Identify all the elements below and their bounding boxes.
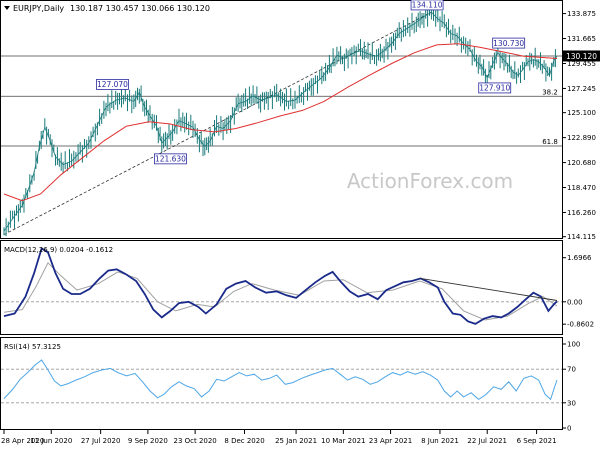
x-tick-label: 8 Jun 2021 (421, 437, 459, 445)
rsi-title: RSI(14) 57.3125 (4, 343, 61, 351)
price-layer: 38.2 61.8 134.110 130.730 127.910 127.070 121.… (1, 0, 600, 241)
rsi-tick-label: 0 (567, 425, 571, 433)
symbol-label: EURJPY,Daily (13, 4, 64, 13)
rsi-tick-label: 30 (567, 399, 576, 407)
x-tick-label: 22 Jul 2021 (467, 437, 507, 445)
fib-level-label: 38.2 (542, 88, 558, 96)
rsi-panel-frame (0, 337, 563, 430)
price-panel-frame (0, 0, 563, 239)
price-annotation-box (410, 0, 444, 11)
x-tick-label: 27 Jul 2020 (81, 437, 121, 445)
macd-trendline (420, 277, 558, 301)
price-annotation-label: 121.630 (155, 155, 186, 164)
x-tick-label: 23 Apr 2021 (369, 437, 412, 445)
ohlc-label: 130.187 130.457 130.066 130.120 (70, 4, 210, 13)
price-tick-label: 118.470 (567, 184, 596, 192)
x-tick-label: 28 Apr 2020 (1, 437, 44, 445)
price-annotation-box (478, 82, 512, 94)
macd-title: MACD(12,26,9) 0.0204 -0.1612 (4, 246, 113, 254)
current-price-label: 130.120 (566, 52, 597, 61)
price-tick-label: 122.890 (567, 134, 596, 142)
price-tick-label: 127.245 (567, 85, 596, 93)
price-annotation-label: 127.070 (97, 80, 128, 89)
macd-tick-label: 1.6966 (567, 254, 592, 262)
dashed-trendline (3, 11, 432, 235)
price-annotation-label: 127.910 (479, 84, 510, 93)
rsi-tick-label: 100 (567, 341, 580, 349)
price-tick-label: 131.665 (567, 35, 596, 43)
x-tick-label: 8 Dec 2020 (224, 437, 264, 445)
header: EURJPY,Daily 130.187 130.457 130.066 130… (4, 4, 210, 13)
price-tick-label: 129.455 (567, 60, 596, 68)
rsi-tick-label: 70 (567, 366, 576, 374)
macd-line (3, 247, 558, 325)
price-close-line (3, 11, 558, 232)
x-tick-label: 9 Sep 2020 (128, 437, 168, 445)
x-tick-label: 6 Sep 2021 (517, 437, 557, 445)
price-tick-label: 120.680 (567, 159, 596, 167)
moving-average-line (3, 43, 558, 202)
price-annotation-box (492, 37, 526, 49)
watermark: ActionForex.com (347, 169, 513, 193)
macd-layer: 1.6966 0.00 -0.8602 (1, 247, 594, 329)
price-annotation-label: 130.730 (493, 39, 524, 48)
price-tick-label: 116.260 (567, 209, 596, 217)
rsi-line (3, 359, 558, 401)
price-annotation-label: 134.110 (412, 1, 443, 10)
price-annotation-box (96, 79, 129, 90)
dropdown-triangle-icon[interactable] (4, 6, 10, 10)
rsi-layer: 100 70 30 0 (1, 341, 580, 433)
macd-signal-line (3, 261, 558, 321)
x-tick-label: 23 Oct 2020 (173, 437, 216, 445)
x-tick-label: 10 Mar 2021 (321, 437, 365, 445)
price-tick-label: 125.100 (567, 109, 596, 117)
current-price-box (563, 50, 600, 62)
fib-level-label: 61.8 (542, 138, 558, 146)
price-bars (3, 3, 556, 237)
price-annotation-box (154, 153, 187, 165)
price-tick-label: 114.115 (567, 233, 596, 241)
x-tick-label: 25 Jan 2021 (275, 437, 317, 445)
price-tick-label: 133.875 (567, 10, 596, 18)
macd-tick-label: -0.8602 (567, 321, 594, 329)
x-tick-label: 11 Jun 2020 (30, 437, 72, 445)
macd-tick-label: 0.00 (567, 298, 583, 306)
macd-panel-frame (0, 240, 563, 335)
